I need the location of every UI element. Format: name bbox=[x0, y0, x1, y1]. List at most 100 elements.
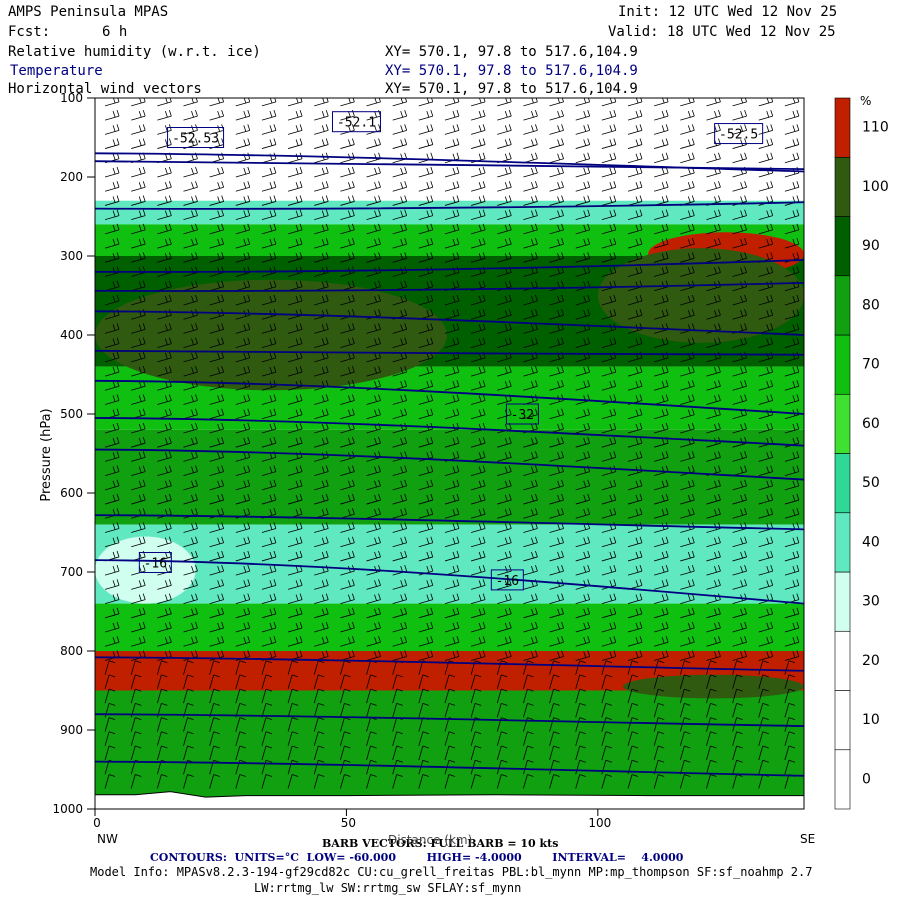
wind-barb bbox=[235, 351, 251, 363]
wind-barb bbox=[784, 365, 800, 377]
wind-barb bbox=[287, 774, 299, 789]
wind-barb bbox=[601, 109, 617, 121]
wind-barb bbox=[261, 550, 277, 562]
wind-barb bbox=[732, 152, 747, 164]
wind-barb bbox=[497, 195, 512, 206]
wind-barb bbox=[471, 508, 486, 519]
wind-barb bbox=[471, 380, 486, 391]
wind-barb bbox=[131, 479, 146, 491]
wind-barb bbox=[366, 759, 377, 775]
wind-barb bbox=[706, 365, 721, 377]
wind-barb bbox=[235, 365, 251, 377]
wind-barb bbox=[131, 465, 146, 477]
wind-barb bbox=[496, 688, 508, 704]
wind-barb bbox=[209, 660, 220, 675]
wind-barb bbox=[340, 124, 355, 135]
wind-barb bbox=[523, 536, 538, 548]
wind-barb bbox=[444, 636, 460, 647]
wind-barb bbox=[444, 522, 460, 533]
wind-barb bbox=[131, 124, 146, 135]
wind-barb bbox=[418, 323, 434, 334]
wind-barb bbox=[627, 745, 639, 761]
wind-barb bbox=[784, 636, 800, 647]
wind-barb bbox=[157, 522, 172, 533]
wind-barb bbox=[104, 774, 116, 789]
wind-barb bbox=[627, 636, 643, 647]
wind-barb bbox=[523, 237, 538, 249]
temperature-contour bbox=[95, 259, 804, 273]
wind-barb bbox=[784, 565, 800, 576]
wind-barb bbox=[471, 252, 486, 263]
wind-barb bbox=[261, 138, 277, 149]
wind-barb bbox=[418, 688, 429, 704]
temperature-contour bbox=[95, 559, 804, 605]
wind-barb bbox=[496, 674, 508, 690]
wind-barb bbox=[235, 774, 246, 789]
wind-barb bbox=[549, 209, 564, 221]
wind-barb bbox=[418, 774, 429, 789]
wind-barb bbox=[784, 294, 800, 306]
wind-barb bbox=[366, 294, 381, 306]
wind-barb bbox=[784, 550, 800, 562]
wind-barb bbox=[680, 621, 695, 633]
wind-barb bbox=[444, 337, 460, 349]
wind-barb bbox=[523, 98, 538, 107]
wind-barb bbox=[680, 209, 695, 221]
wind-barb bbox=[157, 337, 172, 349]
wind-barb bbox=[601, 759, 612, 775]
wind-barb bbox=[392, 688, 403, 704]
wind-barb bbox=[575, 109, 591, 121]
wind-barb bbox=[549, 565, 564, 576]
wind-barb bbox=[261, 759, 273, 775]
wind-barb bbox=[392, 479, 408, 491]
wind-barb bbox=[496, 702, 508, 718]
wind-barb bbox=[680, 565, 695, 576]
wind-barb bbox=[627, 98, 643, 107]
wind-barb bbox=[366, 550, 381, 562]
wind-barb bbox=[575, 181, 591, 192]
wind-barb bbox=[209, 621, 225, 633]
wind-barb bbox=[784, 717, 796, 732]
wind-barb bbox=[732, 98, 747, 107]
wind-barb bbox=[444, 195, 460, 206]
colorbar-label: 100 bbox=[862, 179, 889, 195]
wind-barb bbox=[314, 493, 329, 505]
wind-barb bbox=[471, 337, 486, 349]
wind-barb bbox=[444, 774, 456, 789]
wind-barb bbox=[340, 166, 355, 178]
wind-barb bbox=[418, 294, 434, 306]
wind-barb bbox=[549, 508, 564, 519]
wind-barb bbox=[575, 660, 586, 675]
wind-barb bbox=[314, 252, 329, 263]
wind-barb bbox=[444, 688, 456, 704]
wind-barb bbox=[784, 422, 800, 434]
wind-barb bbox=[758, 309, 774, 320]
wind-barb bbox=[104, 166, 120, 178]
wind-barb bbox=[104, 365, 120, 377]
wind-barb bbox=[471, 237, 486, 249]
wind-barb bbox=[627, 337, 643, 349]
wind-barb bbox=[209, 394, 225, 405]
wind-barb bbox=[471, 365, 486, 377]
wind-barb bbox=[497, 550, 512, 562]
wind-barb bbox=[261, 98, 277, 107]
wind-barb bbox=[679, 674, 691, 690]
wind-barb bbox=[627, 621, 643, 633]
wind-barb bbox=[183, 550, 198, 562]
wind-barb bbox=[261, 124, 277, 135]
wind-barb bbox=[287, 337, 303, 349]
wind-barb bbox=[497, 294, 512, 306]
wind-barb bbox=[758, 745, 769, 761]
wind-barb bbox=[209, 323, 225, 334]
wind-barb bbox=[366, 465, 381, 477]
wind-barb bbox=[104, 660, 116, 675]
wind-barb bbox=[549, 774, 560, 789]
wind-barb bbox=[523, 138, 538, 149]
wind-barb bbox=[627, 266, 643, 277]
wind-barb bbox=[183, 479, 198, 491]
wind-barb bbox=[287, 408, 303, 420]
wind-barb bbox=[601, 437, 617, 448]
wind-barb bbox=[157, 394, 172, 405]
wind-barb bbox=[575, 650, 591, 661]
wind-barb bbox=[183, 579, 198, 590]
